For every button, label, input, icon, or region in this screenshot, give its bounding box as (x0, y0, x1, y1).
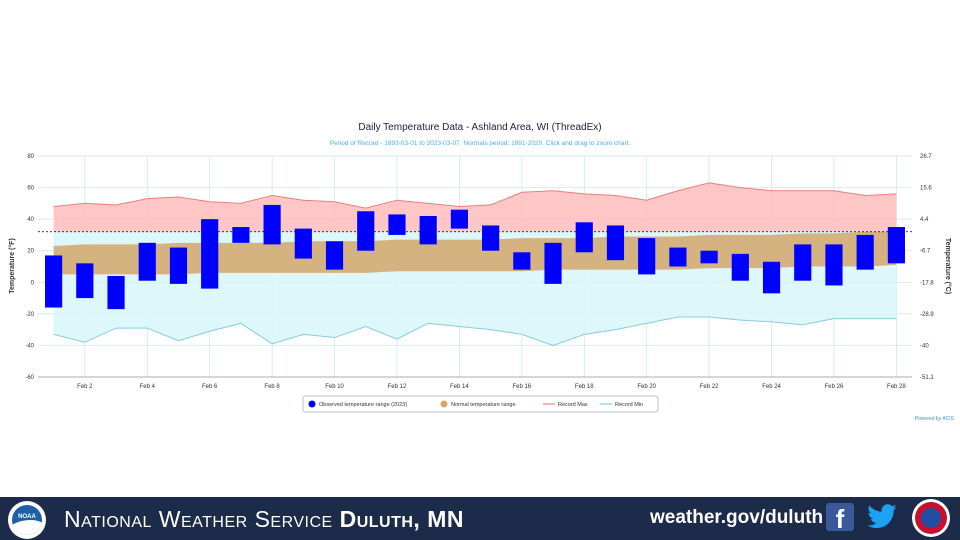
observed-range-bar[interactable] (263, 204, 281, 245)
chart-credit[interactable]: Powered by ACIS (915, 416, 955, 422)
legend-label[interactable]: Observed temperature range (2023) (319, 402, 407, 408)
legend-label[interactable]: Normal temperature range (451, 402, 516, 408)
nws-logo[interactable] (912, 499, 950, 537)
observed-range-bar[interactable] (575, 222, 593, 253)
x-tick-label: Feb 2 (77, 384, 93, 390)
organization-prefix: National Weather Service (64, 506, 333, 532)
x-tick-label: Feb 10 (325, 384, 344, 390)
observed-range-bar[interactable] (794, 244, 812, 281)
observed-range-bar[interactable] (201, 219, 219, 289)
y-tick-label: 80 (27, 154, 34, 160)
y2-tick-label: -17.8 (920, 280, 934, 286)
observed-range-bar[interactable] (325, 241, 344, 270)
observed-range-bar[interactable] (232, 227, 250, 243)
x-tick-label: Feb 16 (512, 384, 531, 390)
observed-range-bar[interactable] (700, 250, 718, 264)
organization-name: National Weather Service Duluth, MN (64, 506, 464, 533)
x-tick-label: Feb 18 (575, 384, 594, 390)
office-name: Duluth, MN (339, 506, 464, 532)
observed-range-bar[interactable] (825, 244, 843, 286)
observed-range-bar[interactable] (76, 263, 94, 299)
y-axis-label: Temperature (°F) (8, 238, 16, 294)
x-tick-label: Feb 8 (264, 384, 280, 390)
y-tick-label: -60 (25, 375, 34, 381)
observed-range-bar[interactable] (419, 215, 437, 245)
x-tick-label: Feb 20 (637, 384, 656, 390)
x-tick-label: Feb 14 (450, 384, 469, 390)
observed-range-bar[interactable] (544, 242, 562, 284)
y2-tick-label: 15.6 (920, 186, 932, 192)
website-url[interactable]: weather.gov/duluth (650, 507, 824, 528)
footer-banner: NOAA National Weather Service Duluth, MN… (0, 497, 960, 540)
y-tick-label: 0 (31, 280, 35, 286)
observed-range-bar[interactable] (762, 261, 781, 294)
legend-label[interactable]: Record Max (558, 402, 588, 408)
x-tick-label: Feb 22 (700, 384, 719, 390)
y2-tick-label: 26.7 (920, 154, 932, 160)
observed-range-bar[interactable] (887, 227, 905, 264)
y2-tick-label: -51.1 (920, 375, 934, 381)
y-tick-label: -20 (25, 312, 34, 318)
legend-label[interactable]: Record Min (615, 402, 643, 408)
chart-title: Daily Temperature Data - Ashland Area, W… (358, 122, 601, 133)
y-tick-label: 20 (27, 249, 34, 255)
temperature-chart[interactable]: Daily Temperature Data - Ashland Area, W… (0, 0, 960, 497)
observed-range-bar[interactable] (357, 211, 375, 251)
y-tick-label: -40 (25, 343, 34, 349)
observed-range-bar[interactable] (669, 247, 687, 267)
observed-range-bar[interactable] (638, 238, 656, 275)
y-tick-label: 40 (27, 217, 34, 223)
noaa-logo-text: NOAA (18, 514, 36, 520)
x-tick-label: Feb 4 (140, 384, 156, 390)
observed-range-bar[interactable] (169, 247, 188, 284)
x-tick-label: Feb 12 (388, 384, 407, 390)
x-tick-label: Feb 26 (825, 384, 844, 390)
record-max-line (53, 182, 897, 209)
legend-box[interactable] (302, 395, 659, 413)
observed-range-bar[interactable] (294, 228, 312, 259)
x-tick-label: Feb 28 (887, 384, 906, 390)
observed-range-bar[interactable] (388, 214, 406, 235)
y2-axis-label: Temperature (°C) (944, 238, 952, 294)
observed-range-bar[interactable] (606, 225, 625, 261)
y2-tick-label: -28.9 (920, 312, 934, 318)
noaa-logo[interactable]: NOAA (8, 501, 46, 539)
observed-range-bar[interactable] (45, 255, 63, 308)
x-tick-label: Feb 6 (202, 384, 218, 390)
chart-legend[interactable]: Observed temperature range (2023) Normal … (302, 395, 659, 413)
legend-marker[interactable] (308, 400, 316, 408)
y2-tick-label: 4.4 (920, 217, 929, 223)
x-tick-label: Feb 24 (762, 384, 781, 390)
observed-range-bar[interactable] (107, 275, 125, 310)
y-tick-label: 60 (27, 186, 34, 192)
record-min-line (53, 316, 897, 346)
observed-range-bar[interactable] (513, 252, 531, 270)
legend-marker[interactable] (440, 400, 448, 408)
twitter-icon[interactable] (866, 501, 898, 533)
observed-range-bar[interactable] (138, 242, 156, 281)
observed-range-bar[interactable] (731, 253, 749, 281)
observed-range-bar[interactable] (482, 225, 500, 251)
chart-subtitle: Period of Record - 1893-03-01 to 2023-03… (330, 140, 631, 147)
observed-range-bar[interactable] (856, 234, 874, 270)
y2-tick-label: -40 (920, 343, 929, 349)
facebook-icon[interactable]: f (826, 503, 854, 531)
y2-tick-label: -6.7 (920, 249, 931, 255)
observed-range-bar[interactable] (450, 209, 468, 229)
